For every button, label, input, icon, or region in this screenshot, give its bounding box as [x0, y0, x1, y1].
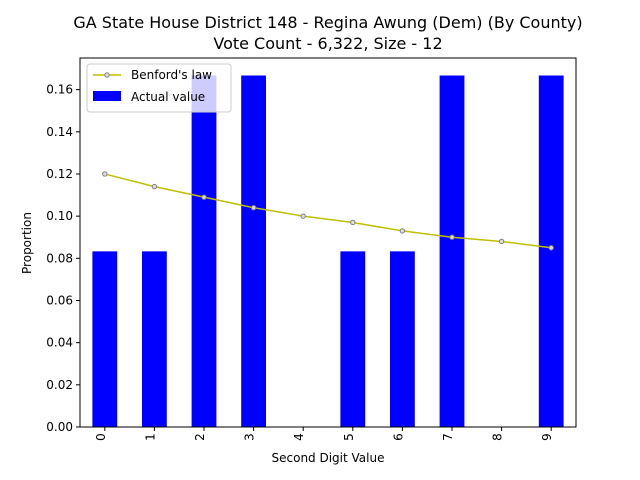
y-tick-label: 0.08 — [46, 251, 73, 265]
benford-point-0 — [102, 171, 108, 177]
chart-title: GA State House District 148 - Regina Awu… — [73, 13, 582, 32]
y-tick-label: 0.12 — [46, 167, 73, 181]
legend-bar-swatch — [93, 91, 121, 101]
x-tick-label: 0 — [94, 433, 108, 441]
bar-1 — [142, 251, 167, 427]
bar-0 — [92, 251, 118, 427]
legend-label-actual: Actual value — [131, 90, 205, 104]
legend: Benford's law Actual value — [86, 63, 232, 113]
x-tick-label: 2 — [193, 433, 207, 441]
y-tick-label: 0.16 — [46, 83, 73, 97]
benford-point-5 — [350, 219, 356, 226]
x-tick-label: 9 — [540, 433, 554, 441]
bar-5 — [340, 251, 366, 427]
x-axis-label: Second Digit Value — [272, 451, 385, 465]
legend-label-benford: Benford's law — [131, 68, 212, 82]
x-tick-label: 4 — [292, 433, 306, 441]
benford-point-1 — [151, 183, 158, 190]
x-tick-label: 3 — [243, 433, 257, 441]
bar-7 — [439, 75, 465, 427]
y-tick-label: 0.02 — [46, 378, 73, 392]
benford-point-9 — [548, 245, 554, 251]
benford-line-group — [102, 171, 554, 251]
y-tick-label: 0.10 — [46, 209, 73, 223]
benford-point-8 — [498, 238, 505, 245]
y-tick-label: 0.04 — [46, 336, 73, 350]
y-axis-label: Proportion — [20, 212, 34, 274]
benford-line — [104, 173, 552, 249]
x-tick-label: 1 — [143, 433, 157, 441]
bars-group — [92, 75, 564, 427]
x-tick-label: 5 — [342, 433, 356, 441]
x-tick-label: 7 — [441, 433, 455, 441]
bar-9 — [538, 75, 564, 427]
x-tick-label: 6 — [391, 433, 405, 441]
chart-subtitle: Vote Count - 6,322, Size - 12 — [213, 34, 442, 53]
bar-6 — [390, 251, 415, 427]
bar-2 — [191, 75, 217, 427]
x-axis: 0 1 2 3 4 5 6 7 8 9 — [94, 427, 554, 441]
y-axis: 0.00 0.02 0.04 0.06 0.08 0.10 0.12 0.14 0.16 — [46, 83, 80, 434]
benford-point-2 — [201, 194, 207, 200]
benford-point-4 — [300, 213, 306, 219]
x-tick-label: 8 — [491, 433, 505, 441]
benford-point-7 — [449, 234, 455, 240]
legend-box — [86, 63, 232, 113]
plot-frame — [79, 57, 577, 428]
bar-3 — [241, 75, 266, 427]
benford-point-6 — [399, 228, 406, 234]
y-tick-label: 0.06 — [46, 293, 73, 307]
benford-point-3 — [250, 205, 257, 211]
y-tick-label: 0.00 — [46, 420, 73, 434]
y-tick-label: 0.14 — [46, 125, 73, 139]
legend-marker-swatch — [104, 72, 110, 78]
